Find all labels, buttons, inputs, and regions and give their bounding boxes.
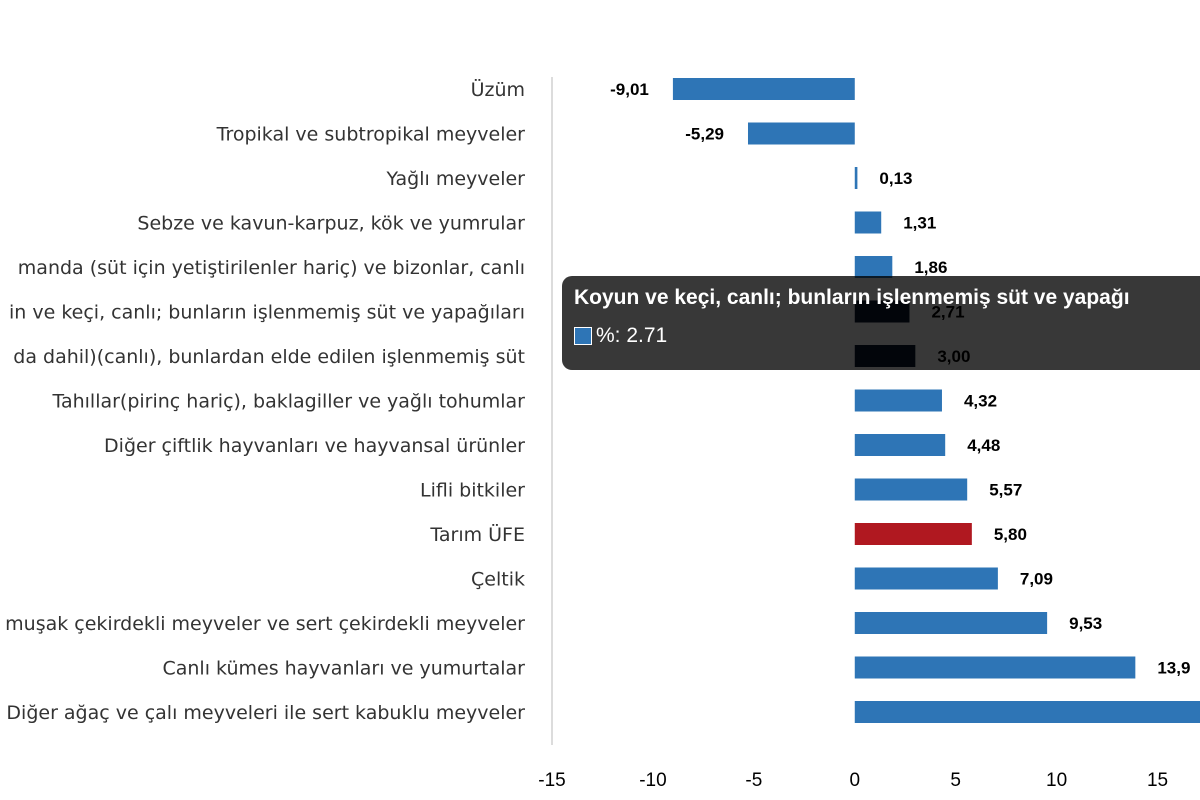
- category-label: muşak çekirdekli meyveler ve sert çekird…: [5, 613, 525, 635]
- bar[interactable]: [854, 478, 968, 501]
- bar[interactable]: [854, 389, 942, 412]
- category-label: Tarım ÜFE: [429, 523, 525, 546]
- tooltip-row: %: 2.71: [574, 324, 1200, 348]
- category-label: Diğer çiftlik hayvanları ve hayvansal ür…: [104, 435, 525, 457]
- data-label: 7,09: [1020, 570, 1053, 589]
- data-label: -9,01: [610, 80, 649, 99]
- data-label: 5,57: [989, 481, 1022, 500]
- bar[interactable]: [854, 612, 1048, 634]
- bar[interactable]: [854, 567, 998, 590]
- bar[interactable]: [854, 701, 1200, 723]
- data-label: 1,31: [903, 214, 936, 233]
- bar[interactable]: [672, 78, 855, 100]
- data-label: 1,86: [914, 258, 947, 277]
- category-label: Lifli bitkiler: [420, 480, 525, 502]
- axis-layer: -15 -10 -5 0 5 10 15: [538, 77, 1168, 791]
- data-label: 9,53: [1069, 614, 1102, 633]
- x-tick-label: 0: [849, 770, 860, 791]
- bar[interactable]: [854, 211, 882, 234]
- bar[interactable]: [854, 523, 972, 545]
- bar[interactable]: [854, 656, 1136, 679]
- category-label: Üzüm: [471, 78, 525, 101]
- tooltip-series-swatch: [574, 327, 592, 345]
- x-tick-label: -15: [538, 770, 565, 791]
- x-tick-label: -10: [639, 770, 666, 791]
- category-label: Canlı kümes hayvanları ve yumurtalar: [162, 658, 525, 680]
- category-label: Yağlı meyveler: [386, 168, 526, 190]
- x-tick-label: -5: [745, 770, 762, 791]
- category-label: Çeltik: [471, 569, 525, 591]
- data-label: 5,80: [994, 525, 1027, 544]
- data-label: 4,48: [967, 436, 1000, 455]
- bar[interactable]: [854, 256, 893, 278]
- data-label: 4,32: [964, 392, 997, 411]
- tooltip-title: Koyun ve keçi, canlı; bunların işlenmemi…: [574, 286, 1130, 309]
- bar[interactable]: [854, 434, 946, 456]
- bar[interactable]: [854, 167, 858, 189]
- category-label: Diğer ağaç ve çalı meyveleri ile sert ka…: [6, 702, 525, 724]
- category-label: in ve keçi, canlı; bunların işlenmemiş s…: [9, 302, 525, 324]
- x-tick-label: 5: [950, 770, 961, 791]
- x-tick-label: 15: [1147, 770, 1168, 791]
- hover-tooltip: Koyun ve keçi, canlı; bunların işlenmemi…: [562, 276, 1200, 370]
- bar[interactable]: [747, 122, 855, 145]
- category-label: da dahil)(canlı), bunlardan elde edilen …: [13, 346, 525, 368]
- data-label: -5,29: [685, 125, 724, 144]
- category-label: Tropikal ve subtropikal meyveler: [216, 124, 526, 146]
- x-tick-label: 10: [1046, 770, 1067, 791]
- tooltip-value: %: 2.71: [596, 324, 668, 347]
- data-label: 13,9: [1157, 659, 1190, 678]
- category-label: manda (süt için yetiştirilenler hariç) v…: [18, 257, 525, 279]
- category-label: Tahıllar(pirinç hariç), baklagiller ve y…: [51, 391, 525, 413]
- data-label: 0,13: [879, 169, 912, 188]
- category-label: Sebze ve kavun-karpuz, kök ve yumrular: [137, 213, 525, 235]
- bars-layer: [672, 78, 1200, 723]
